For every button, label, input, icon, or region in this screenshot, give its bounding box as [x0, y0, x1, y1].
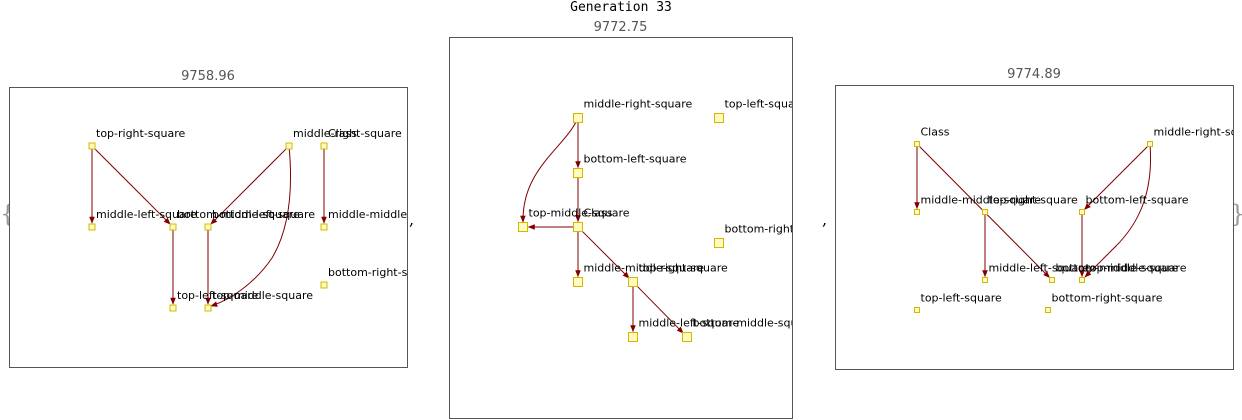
- panel-1-node-brs: [320, 281, 328, 289]
- panel-1-node-label-mms: middle-middle-square: [328, 208, 407, 221]
- panel-1-node-bms: [169, 223, 177, 231]
- panel-1-node-bls: [204, 223, 212, 231]
- panel-2-node-label-bls: bottom-left-square: [584, 153, 687, 166]
- panel-1-node-mms: [320, 223, 328, 231]
- panel-3-node-label-tls: top-left-square: [921, 292, 1002, 305]
- panel-3-node-brs: [1045, 307, 1051, 313]
- panel-2-node-label-bms: bottom-middle-square: [693, 317, 793, 330]
- separator-comma-2: ,: [822, 210, 828, 229]
- panel-3-node-label-bls: bottom-left-square: [1086, 194, 1189, 207]
- panel-1-edge-trs-to-bms: [93, 147, 171, 225]
- panel-2-node-tms: [518, 222, 528, 232]
- panel-2-node-label-mrs: middle-right-square: [584, 98, 693, 111]
- panel-3-node-mls: [982, 277, 988, 283]
- panel-2-node-tls: [714, 113, 724, 123]
- panel-1-node-label-bls: bottom-left-square: [212, 208, 315, 221]
- panel-1-node-tls: [169, 304, 177, 312]
- panel-2-node-label-brs: bottom-right-square: [725, 223, 793, 236]
- panel-3-node-label-tps: top-right-square: [989, 194, 1079, 207]
- panel-3-node-label-mrs: middle-right-square: [1154, 126, 1234, 139]
- generation-title: Generation 33: [570, 0, 672, 15]
- panel-1-svg: top-right-square middle-right-squareClass…: [88, 127, 407, 312]
- panel-2-node-trs: [628, 277, 638, 287]
- panel-3-node-mms: [914, 209, 920, 215]
- panel-2-node-label-mms: middle-middle-square: [584, 262, 705, 275]
- panel-3-node-bts: [1049, 277, 1055, 283]
- panel-1-graph: top-right-square middle-right-square Class…: [9, 87, 408, 368]
- panel-3-node-tps: [982, 209, 988, 215]
- panel-2-node-brs: [714, 238, 724, 248]
- panel-1-node-tms: [204, 304, 212, 312]
- panel-1-node-label-mrs: middle-right-square: [293, 127, 402, 140]
- panel-2-node-label-mls: middle-left-square: [639, 317, 740, 330]
- panel-2-edge-cls-to-trs: [580, 229, 630, 279]
- panel-1-node-label-brs: bottom-right-square: [328, 266, 407, 279]
- panel-2-node-label-trs: top-right-square: [639, 262, 729, 275]
- panel-2-edge-mrs-to-tms: [520, 117, 579, 223]
- panel-2-node-label-tls: top-left-square: [725, 98, 793, 111]
- panel-3-node-label-cls: Class: [921, 126, 950, 139]
- panel-3-node-label-mms: middle-middle-square: [921, 194, 1042, 207]
- panel-1-node-label-bms: bottom-middle-square: [177, 208, 300, 221]
- panel-3-node-label-tms: top-middle-square: [1086, 262, 1187, 275]
- panel-2-node-mrs: [573, 113, 583, 123]
- panel-2-node-bms: [682, 332, 692, 342]
- panel-1-node-mrs: [285, 142, 293, 150]
- panel-3-edge-mrs-to-tms: [1084, 143, 1152, 278]
- panel-3-node-cls: [914, 141, 920, 147]
- panel-1-node-label-tms: top-middle-square: [212, 289, 313, 302]
- panel-2-node-cls: [573, 222, 583, 232]
- panel-3-node-mrs: [1147, 141, 1153, 147]
- panel-2-score: 9772.75: [593, 20, 648, 35]
- panel-2-node-label-tms: top-middle-square: [529, 207, 630, 220]
- panel-2-graph: middle-right-square top-left-square bottom…: [449, 37, 793, 419]
- panel-3-node-bls: [1079, 209, 1085, 215]
- panel-3-node-label-mls: middle-left-square: [989, 262, 1090, 275]
- panel-2-node-mls: [628, 332, 638, 342]
- panel-2-edge-trs-to-bms: [635, 284, 684, 334]
- panel-1-node-label-cls: Class: [328, 127, 357, 140]
- panel-2-node-bls: [573, 168, 583, 178]
- panel-3-node-label-brs: bottom-right-square: [1052, 292, 1163, 305]
- separator-comma-1: ,: [409, 210, 415, 229]
- panel-3-edge-mrs-to-bls: [1083, 145, 1149, 211]
- panel-1-node-label-trs: top-right-square: [96, 127, 186, 140]
- panel-2-svg: middle-right-square top-left-square bottom…: [518, 98, 793, 342]
- panel-2-node-label-cls: Class: [584, 207, 613, 220]
- panel-3-node-tls: [914, 307, 920, 313]
- panel-3-svg: Class middle-right-square middle-middle-sq…: [914, 126, 1234, 313]
- panel-1-node-cls: [320, 142, 328, 150]
- panel-1-score: 9758.96: [181, 69, 235, 84]
- panel-1-node-label-tls: top-left-square: [177, 289, 258, 302]
- panel-1-edge-mrs-to-bls: [210, 147, 288, 225]
- panel-1-edge-mrs-to-tms: [210, 145, 292, 307]
- panel-3-score: 9774.89: [1007, 67, 1061, 82]
- panel-1-node-label-mls: middle-left-square: [96, 208, 197, 221]
- panel-1-node-mls: [88, 223, 96, 231]
- panel-1-node-trs: [88, 142, 96, 150]
- panel-3-node-tms: [1079, 277, 1085, 283]
- panel-2-node-mms: [573, 277, 583, 287]
- panel-3-graph: Class middle-right-square middle-middle-sq…: [835, 85, 1234, 370]
- panel-3-node-label-bts: bottom-middle-square: [1056, 262, 1179, 275]
